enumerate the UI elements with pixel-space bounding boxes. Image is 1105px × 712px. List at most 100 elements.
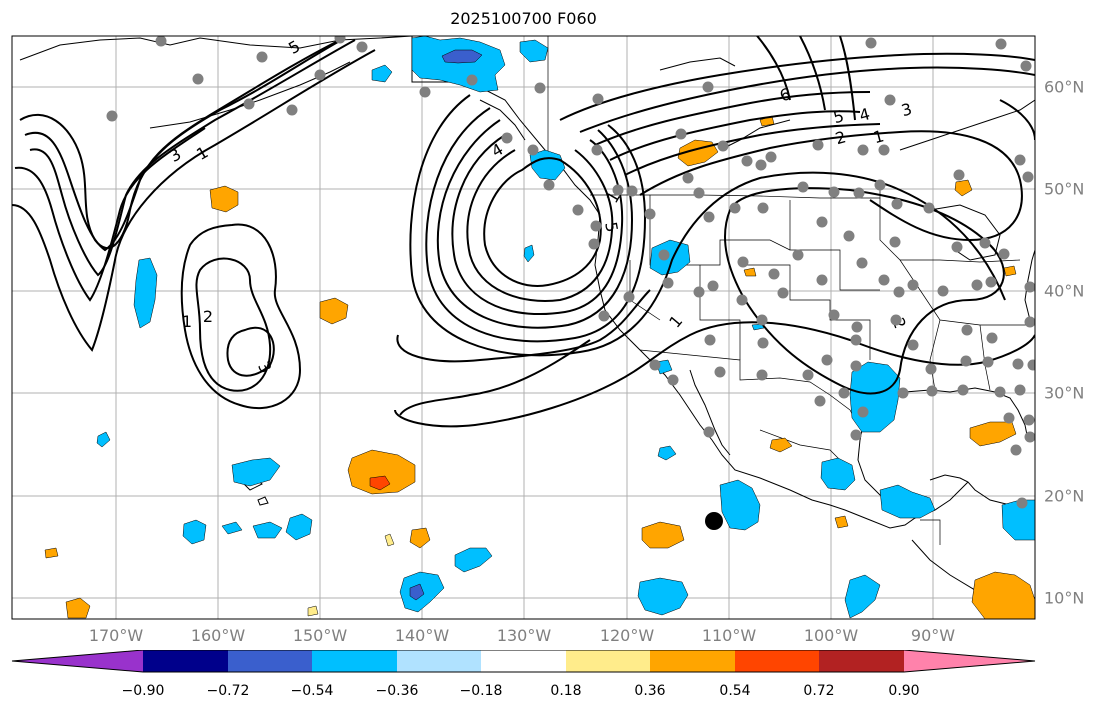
lon-label: 130°W <box>496 626 552 645</box>
lat-label: 40°N <box>1044 281 1085 301</box>
station-marker <box>897 387 909 399</box>
station-marker <box>334 36 346 44</box>
station-marker <box>850 334 862 346</box>
station-marker <box>741 155 753 167</box>
map-frame <box>11 35 1036 620</box>
station-markers <box>106 36 1035 509</box>
colorbar-tick-label: 0.18 <box>550 683 582 699</box>
station-marker <box>995 38 1007 50</box>
station-marker <box>923 202 935 214</box>
station-marker <box>907 339 919 351</box>
lat-label: 30°N <box>1044 383 1085 403</box>
station-marker <box>682 172 694 184</box>
station-marker <box>756 314 768 326</box>
lon-label: 140°W <box>394 626 450 645</box>
station-marker <box>797 181 809 193</box>
station-marker <box>314 69 326 81</box>
station-marker <box>591 144 603 156</box>
station-marker <box>356 41 368 53</box>
station-marker <box>768 268 780 280</box>
station-marker <box>1003 412 1015 424</box>
station-marker <box>1016 497 1028 509</box>
station-marker <box>878 144 890 156</box>
station-marker <box>704 334 716 346</box>
station-marker <box>717 140 729 152</box>
station-marker <box>572 204 584 216</box>
station-marker <box>1020 60 1032 72</box>
station-marker <box>926 385 938 397</box>
station-marker <box>106 110 118 122</box>
contour-label: 4 <box>857 104 872 125</box>
anomaly-fills <box>44 36 1035 619</box>
station-marker <box>1010 444 1022 456</box>
station-marker <box>850 360 862 372</box>
station-marker <box>816 216 828 228</box>
station-marker <box>590 220 602 232</box>
colorbar-tick-label: 0.36 <box>634 683 666 699</box>
station-marker <box>857 144 869 156</box>
station-marker <box>612 184 624 196</box>
station-marker <box>598 310 610 322</box>
contour-label: 5 <box>285 36 303 58</box>
colorbar-segment <box>819 650 904 672</box>
colorbar-tick-label: −0.90 <box>121 683 165 699</box>
colorbar-tick-label: −0.72 <box>206 683 250 699</box>
contour-label: 1 <box>182 312 192 331</box>
lon-label: 100°W <box>803 626 859 645</box>
lon-label: 160°W <box>190 626 246 645</box>
station-marker <box>703 426 715 438</box>
contour-label: 5 <box>831 106 846 127</box>
station-marker <box>850 429 862 441</box>
station-marker <box>979 237 991 249</box>
station-marker <box>756 369 768 381</box>
station-marker <box>843 230 855 242</box>
contour-label: 2 <box>203 307 213 326</box>
station-marker <box>702 81 714 93</box>
station-marker <box>925 363 937 375</box>
station-marker <box>466 74 478 86</box>
colorbar-segment <box>735 650 819 672</box>
station-marker <box>667 374 679 386</box>
colorbar-tick-label: −0.18 <box>459 683 503 699</box>
station-marker <box>828 186 840 198</box>
station-marker <box>623 291 635 303</box>
station-marker <box>802 369 814 381</box>
station-marker <box>626 185 638 197</box>
colorbar-outline <box>11 650 1036 673</box>
station-marker <box>853 187 865 199</box>
station-marker <box>857 406 869 418</box>
station-marker <box>1024 431 1035 443</box>
station-marker <box>256 51 268 63</box>
colorbar-segment <box>566 650 650 672</box>
colorbar <box>11 650 1036 673</box>
station-marker <box>957 384 969 396</box>
lon-label: 120°W <box>599 626 655 645</box>
contour-label: 3 <box>899 99 914 120</box>
storm-marker <box>705 512 723 530</box>
station-marker <box>874 179 886 191</box>
station-marker <box>891 198 903 210</box>
station-marker <box>889 236 901 248</box>
lon-label: 90°W <box>910 626 956 645</box>
station-marker <box>1022 171 1034 183</box>
contour-label: 2 <box>833 127 848 148</box>
station-marker <box>757 337 769 349</box>
station-marker <box>1014 384 1026 396</box>
station-marker <box>527 144 539 156</box>
station-marker <box>243 98 255 110</box>
station-marker <box>662 277 674 289</box>
station-marker <box>951 241 963 253</box>
station-marker <box>812 139 824 151</box>
station-marker <box>998 248 1010 260</box>
station-marker <box>155 36 167 47</box>
station-marker <box>707 280 719 292</box>
colorbar-segment <box>312 650 397 672</box>
station-marker <box>893 286 905 298</box>
colorbar-segment <box>143 650 228 672</box>
station-marker <box>588 238 600 250</box>
lon-label: 170°W <box>88 626 144 645</box>
station-marker <box>960 355 972 367</box>
station-marker <box>765 151 777 163</box>
station-marker <box>994 386 1006 398</box>
